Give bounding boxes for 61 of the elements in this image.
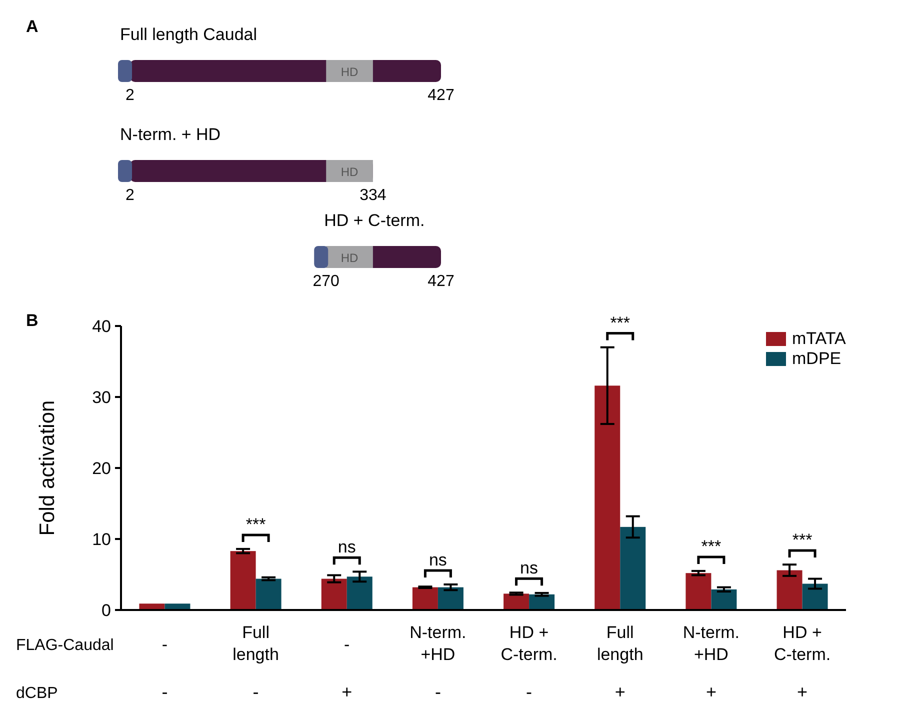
text: Full length Caudal xyxy=(120,25,258,44)
x-tick-label: Full length xyxy=(596,623,644,664)
x-tick-label: HD + C-term. xyxy=(500,623,558,664)
bar xyxy=(594,386,620,610)
text: HD xyxy=(340,165,359,179)
annotation: *** xyxy=(246,514,266,534)
text: - xyxy=(252,682,259,702)
text: - xyxy=(162,682,168,702)
text: dCBP xyxy=(16,685,58,702)
annotation: *** xyxy=(701,536,722,556)
bar xyxy=(256,578,282,610)
text: 2 xyxy=(126,87,135,104)
bar xyxy=(620,526,646,610)
text: N-term. + HD xyxy=(120,125,221,144)
text: - xyxy=(434,682,441,702)
text: HD + C-term. xyxy=(324,211,425,230)
text: 270 xyxy=(312,273,340,290)
text: + xyxy=(706,682,716,702)
text: + xyxy=(797,682,808,702)
bar xyxy=(321,578,347,610)
annotation: ns xyxy=(520,558,538,578)
x-tick-label: - xyxy=(162,635,168,654)
x-axis-title: FLAG-Caudal xyxy=(16,637,114,654)
text: 427 xyxy=(428,87,454,104)
bar xyxy=(504,594,530,610)
text: A xyxy=(26,17,38,36)
y-tick-label: 40 xyxy=(92,316,111,336)
text: - xyxy=(526,682,532,702)
y-tick-label: 30 xyxy=(92,388,111,407)
bar xyxy=(412,587,438,610)
bar xyxy=(711,589,737,610)
legend-label: mTATA xyxy=(792,329,846,348)
x-tick-label: N-term. +HD xyxy=(682,623,740,664)
bar xyxy=(230,551,256,610)
x-tick-label: N-term. +HD xyxy=(410,623,466,664)
bar xyxy=(686,573,712,610)
annotation: *** xyxy=(792,530,813,550)
bar xyxy=(776,570,802,610)
y-tick-label: 0 xyxy=(102,600,111,620)
bar xyxy=(802,584,828,610)
x-tick-label: Full length xyxy=(232,623,279,664)
text: HD xyxy=(340,251,359,265)
text: 334 xyxy=(360,187,386,204)
text: 2 xyxy=(126,187,135,204)
annotation: *** xyxy=(610,313,630,332)
bar xyxy=(529,594,555,610)
text: + xyxy=(614,682,626,702)
y-tick-label: 10 xyxy=(92,530,111,549)
x-tick-label: HD + C-term. xyxy=(774,623,831,664)
chart-title: B xyxy=(26,311,38,330)
annotation: ns xyxy=(338,538,356,557)
text: HD xyxy=(340,65,359,79)
annotation: ns xyxy=(428,550,447,570)
text: + xyxy=(342,682,352,702)
text: 427 xyxy=(428,273,454,290)
y-axis-title: Fold activation xyxy=(36,400,59,536)
bar xyxy=(346,576,372,610)
legend-label: mDPE xyxy=(792,349,842,368)
x-tick-label: - xyxy=(344,635,350,654)
y-tick-label: 20 xyxy=(92,458,111,478)
bar xyxy=(438,587,464,610)
